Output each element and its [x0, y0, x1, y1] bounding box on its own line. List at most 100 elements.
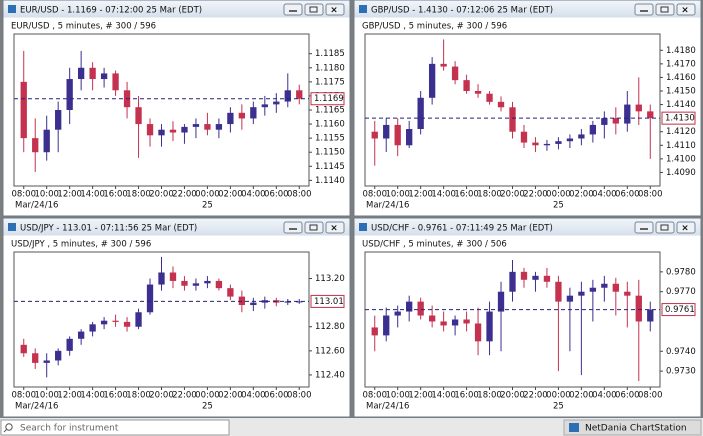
- candle-body: [624, 291, 631, 296]
- window-button[interactable]: [304, 221, 324, 234]
- x-tick-label: 08:00: [638, 391, 663, 401]
- candle-body: [647, 111, 654, 119]
- search-box[interactable]: [0, 419, 230, 436]
- x-tick-label: 02:00: [569, 190, 594, 200]
- candle-body: [566, 138, 574, 142]
- y-tick-label: 0.9730: [666, 367, 696, 377]
- window-button[interactable]: [676, 3, 696, 16]
- x-tick-label: 18:00: [477, 391, 502, 401]
- candle-body: [601, 118, 608, 125]
- y-tick-label: 1.1185: [315, 49, 345, 59]
- date-label: 25: [202, 201, 213, 211]
- window-button[interactable]: [325, 3, 345, 16]
- window-button[interactable]: [634, 3, 654, 16]
- candle-body: [204, 124, 211, 130]
- app-tab[interactable]: [563, 419, 702, 436]
- candle-body: [394, 124, 401, 146]
- y-tick-label: 1.1165: [315, 106, 345, 116]
- x-tick-label: 10:00: [385, 190, 410, 200]
- window-icon: [359, 5, 367, 13]
- candle-body: [250, 302, 257, 306]
- candle-body: [227, 112, 234, 125]
- candle-body: [250, 107, 257, 119]
- candle-body: [227, 288, 234, 297]
- x-tick-label: 12:00: [57, 391, 82, 401]
- chart-title: USD/CHF , 5 minutes, # 300 / 506: [362, 240, 507, 250]
- candle-body: [20, 81, 27, 139]
- window-icon: [8, 223, 16, 231]
- window-button[interactable]: [634, 221, 654, 234]
- y-tick-label: 112.60: [315, 346, 345, 356]
- window-button[interactable]: [283, 221, 303, 234]
- candle-body: [100, 320, 108, 325]
- last-price-label: 113.01: [314, 297, 344, 307]
- candle-body: [647, 309, 654, 322]
- x-tick-label: 06:00: [615, 190, 640, 200]
- x-tick-label: 12:00: [57, 190, 82, 200]
- candle-body: [497, 101, 505, 108]
- candle-body: [543, 143, 551, 146]
- title-bar: [3, 0, 350, 18]
- maximize-glyph: [660, 224, 669, 231]
- window-button[interactable]: [655, 221, 675, 234]
- candle-body: [100, 73, 108, 80]
- window-button[interactable]: [283, 3, 303, 16]
- candle-body: [169, 129, 177, 133]
- candle-body: [181, 280, 188, 286]
- x-tick-label: 08:00: [362, 391, 387, 401]
- y-tick-label: 0.9770: [666, 287, 696, 297]
- candle-body: [578, 291, 585, 296]
- x-tick-label: 06:00: [264, 391, 289, 401]
- window-button[interactable]: [304, 3, 324, 16]
- candle-body: [509, 107, 516, 132]
- x-tick-label: 08:00: [287, 391, 312, 401]
- x-tick-label: 10:00: [385, 391, 410, 401]
- x-tick-label: 14:00: [80, 391, 105, 401]
- x-tick-label: 00:00: [546, 391, 571, 401]
- x-tick-label: 06:00: [264, 190, 289, 200]
- window-button[interactable]: [325, 221, 345, 234]
- search-icon: [3, 429, 7, 433]
- y-tick-label: 1.4110: [666, 141, 696, 151]
- app-name: NetDania ChartStation: [585, 424, 687, 434]
- window-title: EUR/USD - 1.1169 - 07:12:00 25 Mar (EDT): [20, 6, 202, 16]
- candle-body: [215, 280, 223, 289]
- candle-body: [146, 124, 154, 136]
- x-tick-label: 02:00: [569, 391, 594, 401]
- close-glyph: ×: [681, 224, 689, 234]
- candle-body: [112, 320, 119, 322]
- window-button[interactable]: [655, 3, 675, 16]
- candle-body: [158, 129, 165, 136]
- y-tick-label: 112.40: [315, 370, 345, 380]
- x-tick-label: 16:00: [103, 391, 128, 401]
- candle-body: [486, 311, 493, 342]
- x-tick-label: 22:00: [523, 190, 548, 200]
- last-price-box: [310, 92, 345, 106]
- x-tick-label: 20:00: [500, 190, 525, 200]
- candle-body: [612, 118, 619, 124]
- candle-body: [192, 124, 200, 127]
- window-button[interactable]: [676, 221, 696, 234]
- last-price-label: 1.4130: [665, 114, 695, 124]
- y-tick-label: 0.9780: [666, 267, 696, 277]
- candle-body: [273, 101, 280, 105]
- x-tick-label: 18:00: [126, 190, 151, 200]
- last-price-box: [661, 111, 696, 125]
- candle-body: [261, 104, 268, 108]
- x-tick-label: 04:00: [592, 391, 617, 401]
- candle-body: [440, 63, 447, 67]
- candle-body: [463, 319, 470, 324]
- x-tick-label: 08:00: [11, 190, 36, 200]
- title-bar: [354, 0, 701, 18]
- y-tick-label: 112.80: [315, 322, 345, 332]
- candle-body: [463, 80, 470, 91]
- x-tick-label: 20:00: [149, 190, 174, 200]
- x-tick-label: 16:00: [454, 391, 479, 401]
- candle-body: [417, 97, 424, 129]
- date-label: 25: [553, 402, 564, 412]
- y-tick-label: 1.1175: [315, 77, 345, 87]
- candle-body: [135, 107, 142, 125]
- maximize-glyph: [660, 6, 669, 13]
- candle-body: [566, 295, 574, 302]
